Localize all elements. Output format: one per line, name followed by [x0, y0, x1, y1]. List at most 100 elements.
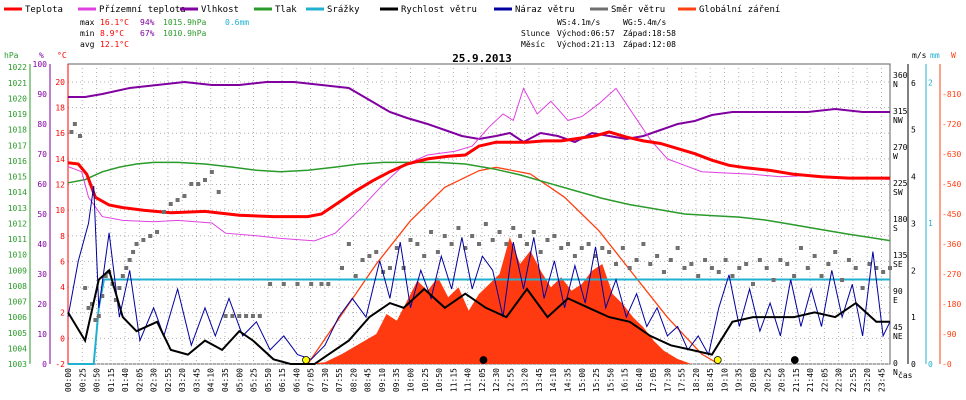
wind-direction-point: [155, 230, 160, 234]
wind-direction-point: [805, 266, 810, 270]
legend-srazky: Srážky: [327, 5, 360, 15]
press-tick-label: 1019: [8, 110, 27, 119]
x-tick-label: 07:05: [307, 368, 316, 392]
wind-direction-point: [148, 234, 153, 238]
legend-teplota: Teplota: [25, 5, 63, 15]
ms-tick-label: 4: [911, 173, 916, 182]
ms-tick-label: 0: [911, 360, 916, 369]
wind-direction-point: [853, 266, 858, 270]
wind-direction-point: [309, 282, 314, 286]
wind-direction-point: [792, 274, 797, 278]
legend-tlak: Tlak: [275, 5, 297, 15]
series-layer: [67, 80, 892, 365]
x-tick-label: 15:25: [592, 368, 601, 392]
dir-tick-label: 225: [893, 179, 908, 188]
wind-direction-point: [764, 266, 769, 270]
chart-title: 25.9.2013: [452, 52, 512, 65]
x-tick-label: 05:50: [264, 368, 273, 392]
temp-tick-label: -2: [55, 360, 65, 369]
stats-min-temp: 8.9°C: [100, 29, 124, 38]
temp-tick-label: 6: [60, 257, 65, 266]
x-tick-label: 12:55: [506, 368, 515, 392]
x-tick-label: 00:25: [78, 368, 87, 392]
x-tick-label: 04:10: [207, 368, 216, 392]
temp-tick-label: 10: [55, 206, 65, 215]
x-tick-label: 22:05: [820, 368, 829, 392]
press-tick-label: 1009: [8, 266, 27, 275]
dir-tick-label: 90: [893, 287, 903, 296]
x-axis: 00:00 00:25 00:50 01:15 01:40 02:05 02:30 02:55…: [64, 368, 886, 392]
wind-direction-point: [634, 258, 639, 262]
x-tick-label: 01:40: [121, 368, 130, 392]
press-tick-label: 1003: [8, 360, 27, 369]
x-tick-label: 17:05: [649, 368, 658, 392]
w-tick-label: -180: [942, 300, 961, 309]
dir-letter-label: SW: [893, 188, 903, 197]
x-tick-label: 20:00: [749, 368, 758, 392]
temp-tick-label: 20: [55, 78, 65, 87]
w-tick-label: -450: [942, 210, 961, 219]
wind-direction-point: [77, 134, 82, 138]
wind-direction-point: [559, 246, 564, 250]
press-tick-label: 1016: [8, 157, 27, 166]
w-tick-label: -630: [942, 150, 961, 159]
x-tick-label: 15:50: [606, 368, 615, 392]
temp-tick-label: 8: [60, 232, 65, 241]
hum-tick-label: 50: [37, 210, 47, 219]
press-tick-label: 1013: [8, 204, 27, 213]
x-axis-label: čas: [898, 370, 913, 380]
wind-direction-point: [846, 258, 851, 262]
x-tick-label: 06:15: [278, 368, 287, 392]
wind-direction-point: [723, 258, 728, 262]
wind-direction-point: [538, 250, 543, 254]
stats-sun-rise: Východ:06:57: [557, 29, 615, 38]
press-tick-label: 1015: [8, 173, 27, 182]
wind-direction-point: [819, 274, 824, 278]
hum-unit: %: [39, 51, 44, 60]
x-tick-label: 06:40: [292, 368, 301, 392]
hum-tick-label: 20: [37, 300, 47, 309]
wind-direction-point: [127, 258, 132, 262]
wind-direction-point: [230, 314, 235, 318]
dir-tick-label: 135: [893, 251, 908, 260]
solar-curve-line: [307, 166, 720, 365]
w-tick-label: -360: [942, 240, 961, 249]
dir-letter-label: S: [893, 224, 898, 233]
wind-direction-point: [463, 246, 468, 250]
wind-direction-point: [360, 258, 365, 262]
wind-direction-point: [394, 246, 399, 250]
left-axes: 1022102110201019101810171016101510141013…: [8, 60, 69, 369]
wind-direction-point: [429, 230, 434, 234]
wind-direction-point: [737, 266, 742, 270]
wind-direction-point: [586, 242, 591, 246]
wind-direction-point: [161, 210, 166, 214]
stats-min-label: min: [80, 29, 95, 38]
x-tick-label: 13:45: [535, 368, 544, 392]
stats-wg: WG:5.4m/s: [623, 18, 667, 27]
dir-tick-label: 0: [893, 359, 898, 368]
x-tick-label: 22:30: [835, 368, 844, 392]
wind-direction-point: [874, 266, 879, 270]
wind-direction-point: [620, 246, 625, 250]
wind-direction-point: [401, 266, 406, 270]
hum-tick-label: 10: [37, 330, 47, 339]
press-tick-label: 1006: [8, 313, 27, 322]
x-tick-label: 02:05: [135, 368, 144, 392]
wind-direction-point: [826, 262, 831, 266]
press-tick-label: 1018: [8, 126, 27, 135]
x-tick-label: 08:45: [364, 368, 373, 392]
wind-direction-point: [545, 238, 550, 242]
wind-direction-point: [593, 254, 598, 258]
w-tick-label: -720: [942, 120, 961, 129]
stats-block: max 16.1°C 94% 1015.9hPa 0.6mm min 8.9°C…: [80, 18, 676, 49]
x-tick-label: 09:10: [378, 368, 387, 392]
wind-direction-point: [257, 314, 262, 318]
wind-direction-point: [716, 270, 721, 274]
wind-direction-point: [531, 230, 536, 234]
wind-direction-point: [117, 286, 122, 290]
x-tick-label: 17:30: [663, 368, 672, 392]
x-tick-label: 09:35: [392, 368, 401, 392]
temp-tick-label: 18: [55, 104, 65, 113]
wind-direction-point: [812, 254, 817, 258]
dir-tick-label: 180: [893, 215, 908, 224]
